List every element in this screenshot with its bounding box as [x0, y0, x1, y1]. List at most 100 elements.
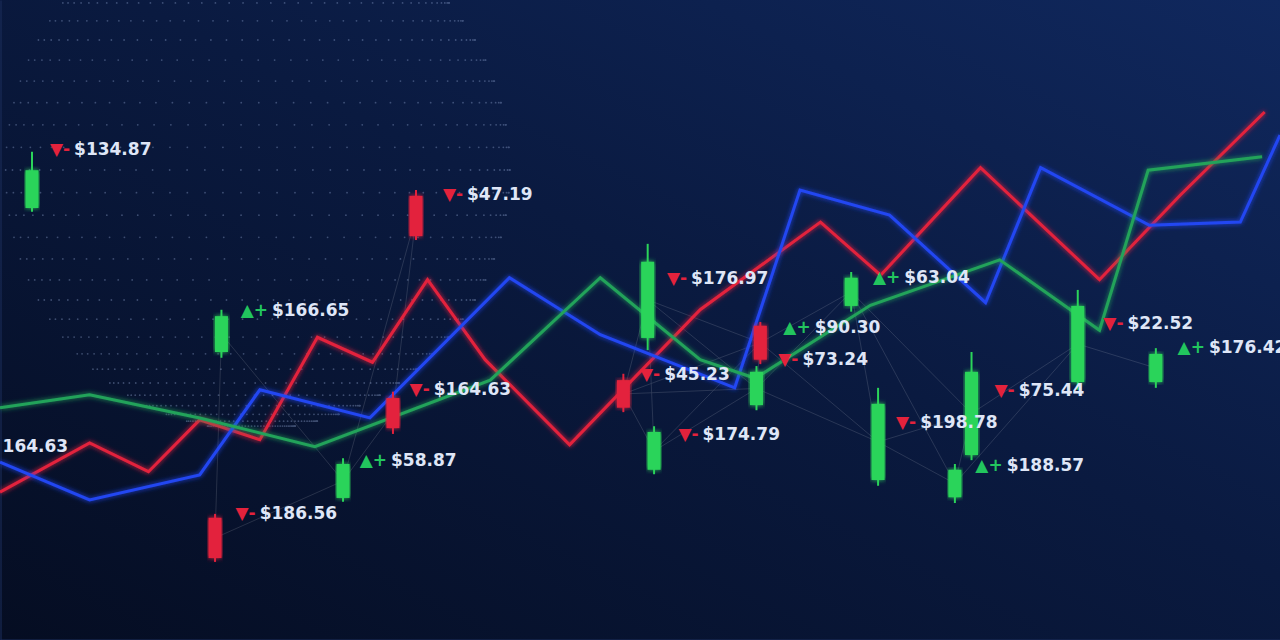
- globe-dot: [91, 59, 93, 61]
- globe-dot: [369, 368, 371, 370]
- globe-dot: [377, 124, 379, 126]
- globe-dot: [444, 2, 446, 4]
- globe-dot: [311, 336, 313, 338]
- globe-dot: [437, 318, 439, 320]
- globe-dot: [324, 382, 326, 384]
- globe-dot: [137, 299, 139, 301]
- globe-dot: [462, 20, 464, 22]
- globe-dot: [448, 2, 450, 4]
- globe-dot: [330, 353, 332, 355]
- globe-dot: [245, 394, 247, 396]
- globe-dot: [372, 353, 374, 355]
- globe-dot: [162, 336, 164, 338]
- globe-dot: [230, 353, 232, 355]
- globe-dot: [80, 279, 82, 281]
- globe-dot: [471, 279, 473, 281]
- price-label: ▼-$75.44: [995, 380, 1085, 400]
- globe-dot: [116, 2, 118, 4]
- globe-dot: [186, 420, 188, 422]
- globe-dot: [435, 192, 437, 194]
- globe-dot: [284, 336, 286, 338]
- globe-dot: [224, 279, 226, 281]
- globe-dot: [73, 80, 75, 82]
- globe-dot: [205, 102, 207, 104]
- price-value: $166.65: [272, 300, 349, 320]
- globe-dot: [456, 258, 458, 260]
- globe-dot: [277, 425, 279, 427]
- globe-dot: [297, 336, 299, 338]
- globe-dot: [161, 59, 163, 61]
- globe-dot: [28, 59, 30, 61]
- globe-dot: [505, 214, 507, 216]
- globe-dot: [389, 382, 391, 384]
- globe-dot: [150, 2, 152, 4]
- globe-dot: [490, 124, 492, 126]
- candle-body: [1071, 306, 1084, 382]
- globe-dot: [93, 353, 95, 355]
- price-label: ▼-$186.56: [236, 503, 338, 523]
- globe-dot: [223, 236, 225, 238]
- globe: [5, 0, 511, 427]
- globe-dot: [117, 59, 119, 61]
- globe-dot: [152, 405, 154, 407]
- globe-dot: [135, 169, 137, 171]
- globe-dot: [290, 59, 292, 61]
- globe-dot: [256, 420, 258, 422]
- globe-dot: [201, 2, 203, 4]
- globe-dot: [152, 192, 154, 194]
- globe-dot: [499, 169, 501, 171]
- globe-dot: [470, 169, 472, 171]
- globe-dot: [382, 2, 384, 4]
- globe-dot: [27, 102, 29, 104]
- globe-dot: [184, 382, 186, 384]
- globe-dot: [425, 258, 427, 260]
- globe-dot: [503, 169, 505, 171]
- globe-dot: [23, 124, 25, 126]
- globe-dot: [80, 2, 82, 4]
- globe-dot: [228, 336, 230, 338]
- globe-dot: [152, 146, 154, 148]
- network-line: [215, 481, 343, 538]
- globe-dot: [144, 394, 146, 396]
- globe-dot: [509, 169, 511, 171]
- globe-dot: [162, 394, 164, 396]
- globe-dot: [123, 39, 125, 41]
- price-value: $186.56: [260, 503, 337, 523]
- price-value: $63.04: [904, 267, 970, 287]
- globe-dot: [142, 382, 144, 384]
- globe-dot: [268, 405, 270, 407]
- network: [215, 216, 1156, 538]
- globe-dot: [386, 258, 388, 260]
- globe-dot: [49, 20, 51, 22]
- globe-dot: [400, 39, 402, 41]
- globe-dot: [495, 102, 497, 104]
- globe-dot: [388, 299, 390, 301]
- globe-dot: [210, 299, 212, 301]
- globe-dot: [234, 382, 236, 384]
- globe-dot: [244, 425, 246, 427]
- globe-dot: [210, 39, 212, 41]
- price-label: ▲+$176.42: [1178, 337, 1280, 357]
- globe-dot: [422, 146, 424, 148]
- globe-dot: [42, 80, 44, 82]
- globe-dot: [436, 336, 438, 338]
- globe-dot: [466, 214, 468, 216]
- globe-dot: [345, 214, 347, 216]
- globe-dot: [308, 80, 310, 82]
- globe-dot: [126, 353, 128, 355]
- globe-dot: [407, 59, 409, 61]
- globe-dot: [265, 420, 267, 422]
- globe-dot: [337, 279, 339, 281]
- globe-dot: [76, 192, 78, 194]
- globe-dot: [346, 169, 348, 171]
- price-value: $90.30: [815, 317, 881, 337]
- globe-dot: [362, 353, 364, 355]
- globe-dot: [238, 405, 240, 407]
- candle: [750, 366, 763, 410]
- globe-dot: [212, 318, 214, 320]
- price-label: ▲+$166.65: [241, 300, 350, 320]
- candle-body: [617, 380, 630, 408]
- globe-dot: [215, 2, 217, 4]
- globe-dot: [419, 279, 421, 281]
- globe-dot: [248, 425, 250, 427]
